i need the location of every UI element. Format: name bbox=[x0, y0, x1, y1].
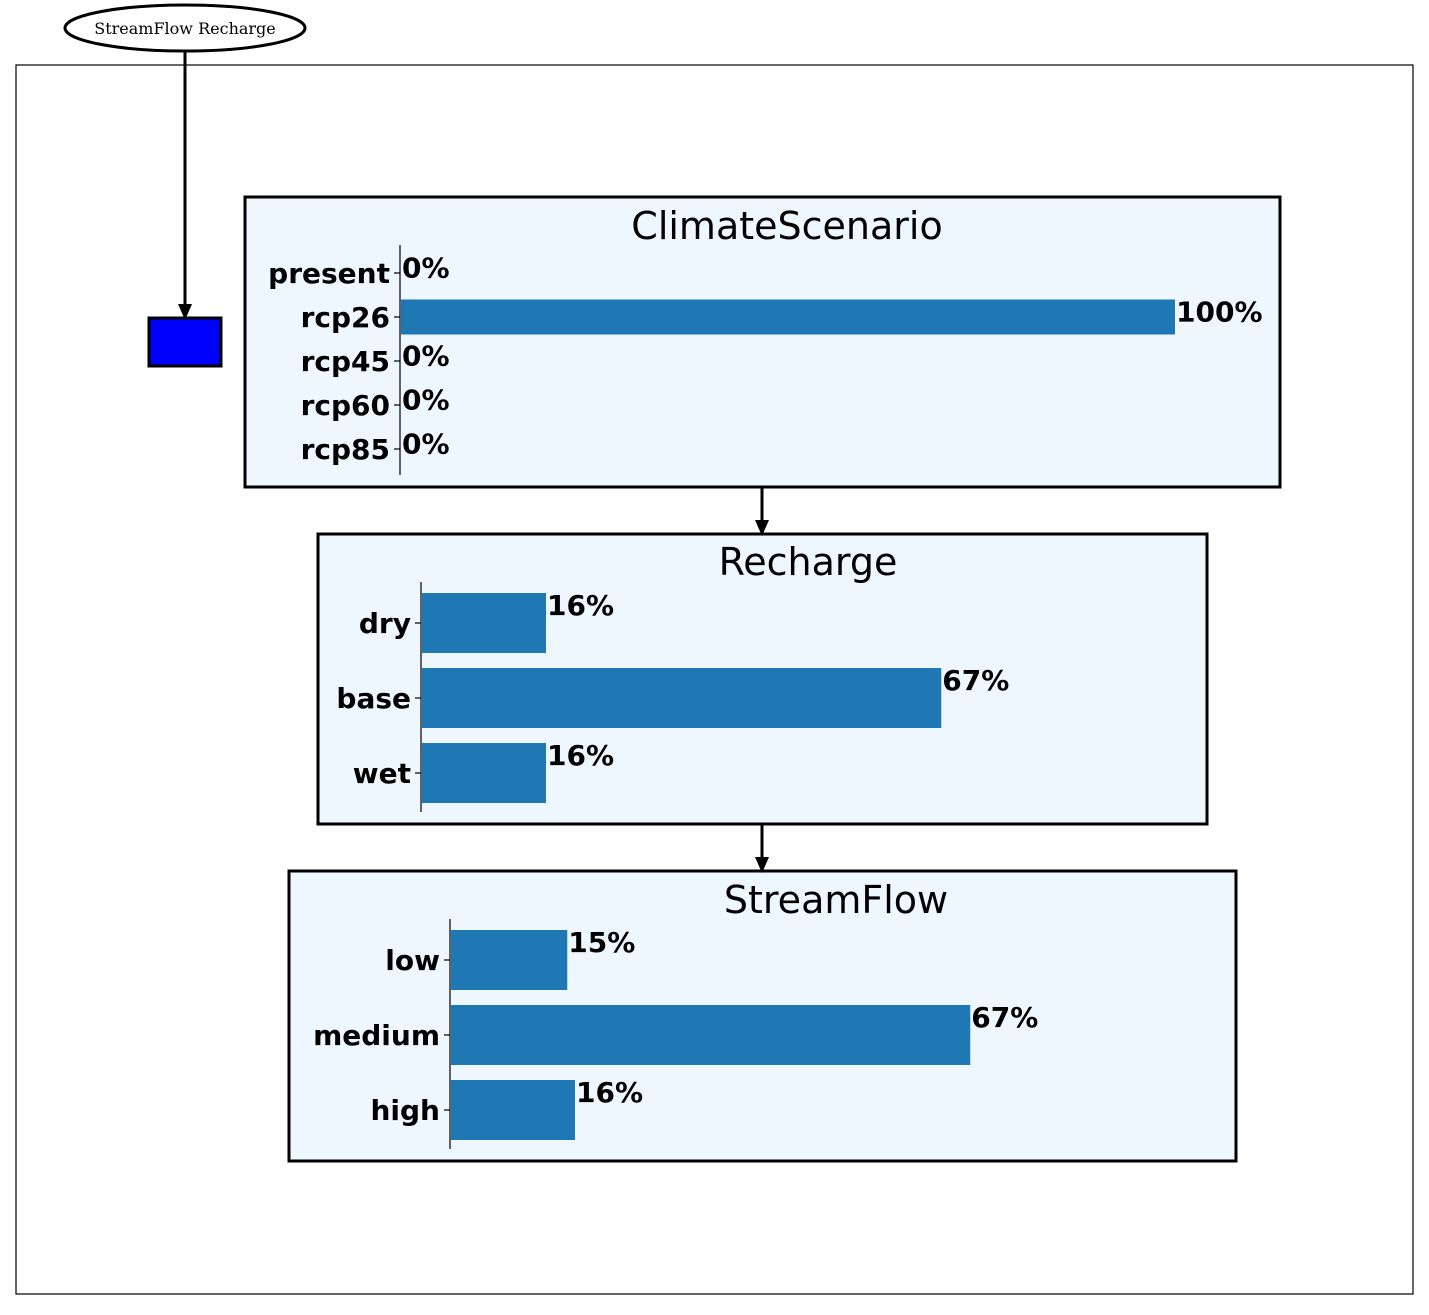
category-label: dry bbox=[359, 607, 411, 640]
bar-dry bbox=[422, 593, 546, 653]
value-label: 15% bbox=[568, 926, 635, 959]
edge-header-to-box-arrowhead bbox=[178, 304, 192, 320]
value-label: 16% bbox=[547, 589, 614, 622]
category-label: low bbox=[385, 944, 440, 977]
cluster-frame bbox=[15, 64, 1414, 1295]
node-streamflow[interactable]: StreamFlow low 15% medium 67% high 16% bbox=[287, 869, 1238, 1163]
bar-wet bbox=[422, 743, 546, 803]
category-label: rcp26 bbox=[301, 301, 390, 334]
value-label: 67% bbox=[942, 664, 1009, 697]
node-title: Recharge bbox=[719, 540, 898, 584]
category-label: wet bbox=[353, 757, 411, 790]
node-title: StreamFlow bbox=[724, 878, 948, 922]
bar-base bbox=[422, 668, 942, 728]
blue-box-node[interactable] bbox=[147, 316, 223, 368]
category-label: present bbox=[268, 257, 390, 290]
header-node[interactable]: StreamFlow Recharge bbox=[63, 3, 307, 53]
category-label: rcp60 bbox=[301, 389, 390, 422]
edge-climatescenario-to-recharge-arrowhead bbox=[755, 520, 769, 536]
bar-rcp26 bbox=[401, 299, 1175, 335]
value-label: 0% bbox=[402, 384, 450, 417]
value-label: 0% bbox=[402, 428, 450, 461]
climatescenario-chart: present 0% rcp26 100% rcp45 0% rcp60 0% rcp85 0% bbox=[268, 245, 1263, 475]
header-node-label: StreamFlow Recharge bbox=[94, 19, 276, 38]
node-panel bbox=[243, 195, 1282, 489]
bar-low bbox=[451, 930, 568, 990]
node-recharge[interactable]: Recharge dry 16% base 67% wet 16% bbox=[316, 532, 1209, 826]
value-label: 67% bbox=[971, 1001, 1038, 1034]
value-label: 0% bbox=[402, 252, 450, 285]
node-title: ClimateScenario bbox=[631, 204, 942, 248]
value-label: 100% bbox=[1176, 296, 1263, 329]
category-label: medium bbox=[313, 1019, 440, 1052]
streamflow-chart: low 15% medium 67% high 16% bbox=[313, 919, 1038, 1149]
value-label: 16% bbox=[576, 1076, 643, 1109]
recharge-chart: dry 16% base 67% wet 16% bbox=[336, 582, 1009, 812]
value-label: 16% bbox=[547, 739, 614, 772]
category-label: base bbox=[336, 682, 411, 715]
bar-medium bbox=[451, 1005, 971, 1065]
category-label: rcp45 bbox=[301, 345, 390, 378]
category-label: high bbox=[370, 1094, 440, 1127]
node-climatescenario[interactable]: ClimateScenario present 0% rcp26 100% rcp45 0… bbox=[243, 195, 1282, 489]
value-label: 0% bbox=[402, 340, 450, 373]
category-label: rcp85 bbox=[301, 433, 390, 466]
edge-recharge-to-streamflow-arrowhead bbox=[755, 857, 769, 873]
bar-high bbox=[451, 1080, 575, 1140]
